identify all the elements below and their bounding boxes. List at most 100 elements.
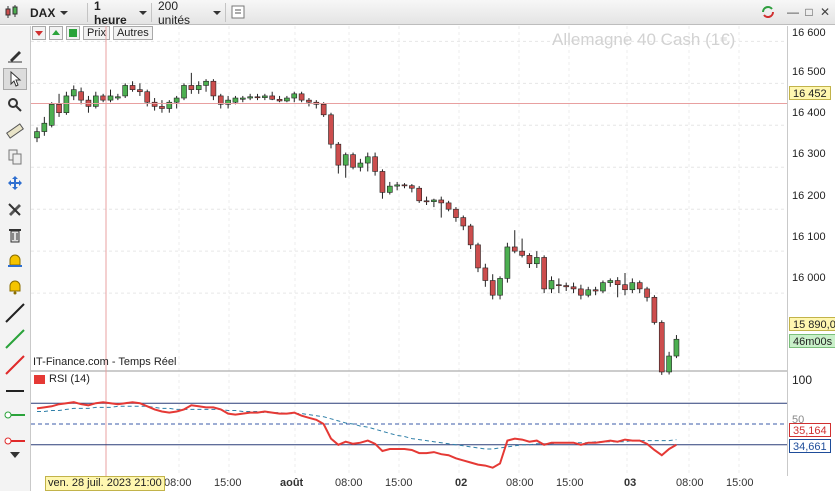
price-axis[interactable] xyxy=(787,26,835,476)
rsi-signal-line xyxy=(37,405,677,450)
candle-up xyxy=(431,199,437,202)
candle-up xyxy=(173,97,180,103)
candle-up xyxy=(122,85,128,97)
zoom-tool[interactable] xyxy=(3,94,27,116)
candle-down xyxy=(188,85,195,90)
collapse-button[interactable] xyxy=(32,26,46,40)
horizontal-line-icon xyxy=(6,390,24,392)
ruler-tool[interactable] xyxy=(3,120,27,142)
candle-up xyxy=(666,355,672,373)
candle-up xyxy=(284,97,290,102)
pencil-tool[interactable] xyxy=(3,44,27,66)
candle-down xyxy=(622,284,628,291)
candle-down xyxy=(570,286,577,290)
time-label: 15:00 xyxy=(556,477,584,489)
tools-tool[interactable] xyxy=(3,198,27,220)
horizontal-line-green-tool[interactable] xyxy=(3,404,27,426)
horizontal-line-tool[interactable] xyxy=(3,380,27,402)
candle-up xyxy=(364,156,371,164)
candle-down xyxy=(658,322,665,373)
timeframe-selector[interactable]: 1 heure xyxy=(90,0,152,27)
time-label: 08:00 xyxy=(506,477,534,489)
candle-down xyxy=(636,282,643,290)
ruler-icon xyxy=(6,123,24,139)
color-button[interactable] xyxy=(66,26,80,40)
candle-up xyxy=(342,154,349,166)
candle-down xyxy=(328,114,334,145)
candlestick-chart-icon[interactable] xyxy=(4,4,20,20)
candle-down xyxy=(644,288,650,298)
candle-down xyxy=(438,199,445,204)
trendline-red-icon xyxy=(5,355,25,375)
candle-down xyxy=(254,96,261,99)
more-tools-toggle[interactable] xyxy=(3,448,27,462)
candle-down xyxy=(482,267,489,281)
trendline-black-tool[interactable] xyxy=(3,302,27,324)
candle-up xyxy=(673,338,680,357)
trendline-red-tool[interactable] xyxy=(3,354,27,376)
candle-up xyxy=(166,101,173,109)
candle-up xyxy=(70,89,77,97)
rsi-line xyxy=(36,401,677,469)
alert-tool[interactable] xyxy=(3,250,27,272)
candle-countdown: 46m00s xyxy=(789,334,835,348)
candle-down xyxy=(578,288,584,296)
refresh-icon[interactable] xyxy=(760,4,776,20)
candle-down xyxy=(306,99,312,103)
candle-up xyxy=(92,95,99,107)
copy-icon xyxy=(8,149,22,165)
candle-down xyxy=(489,280,496,296)
rsi-indicator-label[interactable]: RSI (14) xyxy=(34,373,90,385)
candle-up xyxy=(203,80,209,86)
minimize-icon[interactable]: — xyxy=(787,5,799,19)
others-button[interactable]: Autres xyxy=(112,26,153,40)
time-label: 02 xyxy=(455,477,468,489)
candle-up xyxy=(48,104,55,126)
candle-down xyxy=(401,184,408,187)
arrow-up-green-icon xyxy=(52,30,60,35)
rsi-signal-label: 34,661 xyxy=(789,439,831,453)
cursor-icon xyxy=(10,71,22,87)
candle-down xyxy=(100,95,106,101)
candle-down xyxy=(416,187,423,202)
candle-down xyxy=(56,104,62,114)
alert-manage-tool[interactable] xyxy=(3,276,27,298)
move-tool[interactable] xyxy=(3,172,27,194)
copy-tool[interactable] xyxy=(3,146,27,168)
expand-button[interactable] xyxy=(49,26,63,40)
candle-down xyxy=(563,285,570,288)
candle-down xyxy=(475,244,481,269)
symbol-label: DAX xyxy=(30,5,56,20)
candle-up xyxy=(63,95,70,114)
horizontal-line-red-tool[interactable] xyxy=(3,430,27,452)
time-label: août xyxy=(280,477,304,489)
candle-up xyxy=(181,85,187,99)
candle-up xyxy=(232,97,239,103)
candle-up xyxy=(357,162,364,168)
candle-up xyxy=(34,131,40,139)
close-icon[interactable]: ✕ xyxy=(819,5,831,19)
price-panel-bar: Prix Autres xyxy=(32,26,153,42)
trendline-green-tool[interactable] xyxy=(3,328,27,350)
delete-tool[interactable] xyxy=(3,224,27,246)
price-button[interactable]: Prix xyxy=(83,26,110,40)
price-chart[interactable] xyxy=(31,26,787,476)
candle-down xyxy=(137,89,143,93)
chevron-down-icon xyxy=(213,10,221,15)
candle-down xyxy=(217,95,224,105)
arrow-down-red-icon xyxy=(35,31,43,36)
chevron-down-icon xyxy=(139,10,147,15)
price-tick: 16 200 xyxy=(792,190,826,202)
bell-icon xyxy=(9,280,21,295)
settings-icon[interactable] xyxy=(230,4,246,20)
bell-alert-icon xyxy=(8,254,22,267)
instrument-watermark: Allemagne 40 Cash (1€) xyxy=(552,30,736,49)
maximize-icon[interactable]: □ xyxy=(805,5,813,19)
candle-down xyxy=(159,106,165,109)
units-selector[interactable]: 200 unités xyxy=(154,0,226,27)
symbol-selector[interactable]: DAX xyxy=(26,3,88,22)
candle-down xyxy=(129,85,136,90)
cursor-tool[interactable] xyxy=(3,68,27,90)
time-label: 03 xyxy=(624,477,637,489)
chevron-down-icon xyxy=(60,10,69,15)
